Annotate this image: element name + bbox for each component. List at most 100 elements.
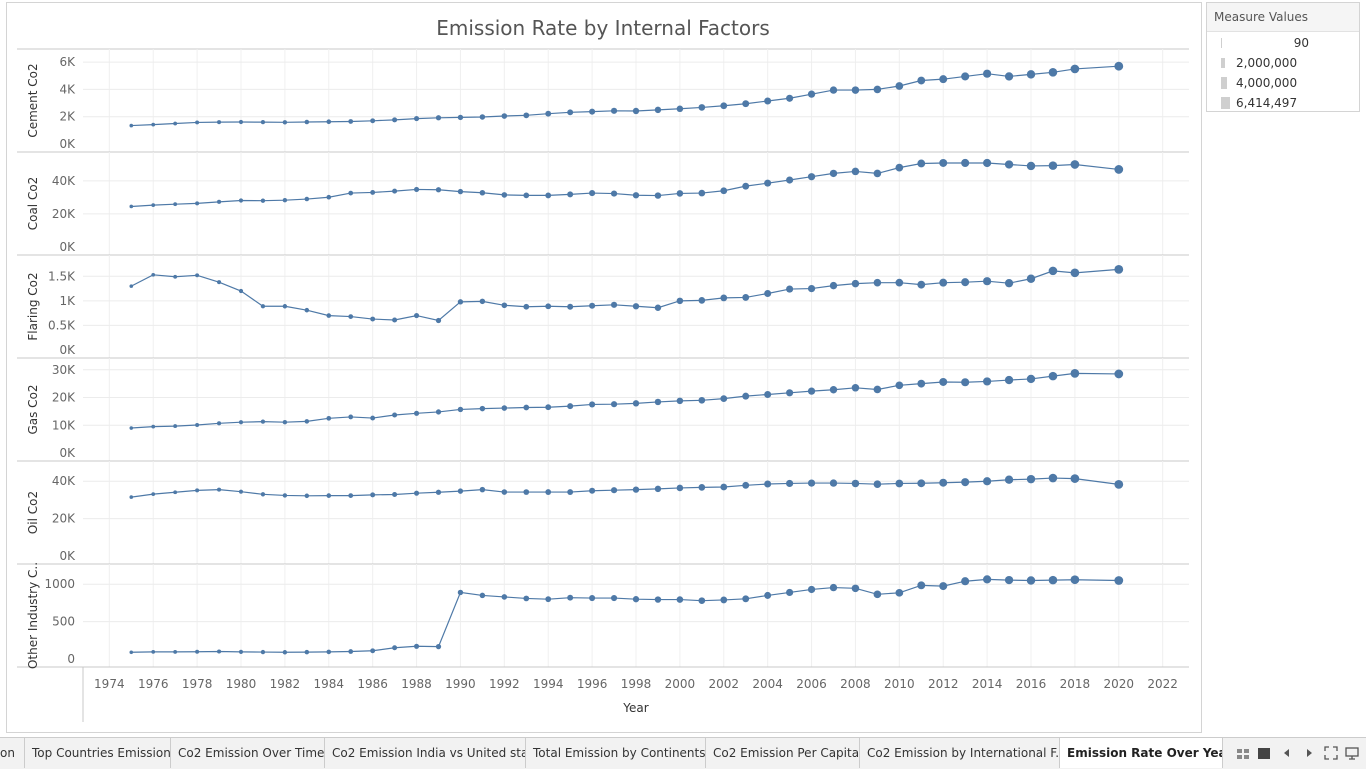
data-point (764, 179, 772, 187)
data-point (610, 401, 618, 408)
tab-partial[interactable]: on (0, 738, 25, 768)
data-point (917, 76, 926, 85)
present-icon[interactable] (1345, 746, 1359, 760)
y-tick-label: 20K (52, 207, 76, 221)
y-tick-label: 20K (52, 391, 76, 405)
y-tick-label: 1000 (44, 577, 75, 591)
data-point (129, 284, 134, 288)
tab-co2-emission-india-vs-us[interactable]: Co2 Emission India vs United sta... (325, 738, 526, 768)
data-point (851, 479, 860, 488)
data-point (304, 307, 310, 313)
data-point (983, 158, 992, 168)
data-point (129, 426, 134, 430)
tab-total-emission-by-continents[interactable]: Total Emission by Continents (526, 738, 706, 768)
data-point (348, 190, 354, 196)
data-point (523, 489, 530, 495)
data-point (1070, 369, 1080, 378)
data-point (304, 419, 310, 424)
data-point (786, 94, 794, 102)
data-point (457, 406, 464, 413)
data-point (435, 409, 442, 415)
data-point (720, 102, 728, 110)
tab-top-countries-emission[interactable]: Top Countries Emission (25, 738, 171, 768)
legend-size-swatch (1221, 97, 1230, 109)
data-point (479, 486, 486, 493)
tab-emission-rate-over-years[interactable]: Emission Rate Over Years (1060, 738, 1223, 768)
data-point (435, 317, 442, 324)
x-tick-label: 2022 (1147, 677, 1178, 691)
data-point (720, 187, 728, 195)
data-point (961, 278, 970, 287)
data-point (807, 479, 816, 487)
data-point (545, 192, 552, 199)
data-point (457, 488, 464, 494)
y-tick-label: 0K (59, 446, 76, 460)
previous-sheet-icon[interactable] (1280, 746, 1294, 760)
grid-view-icon[interactable] (1236, 746, 1250, 760)
data-point (260, 419, 266, 424)
data-point (501, 405, 508, 411)
data-point (282, 493, 288, 498)
data-point (435, 644, 442, 650)
data-point (260, 649, 266, 655)
data-point (632, 400, 640, 407)
y-axis-label: Coal Co2 (26, 177, 40, 231)
data-point (195, 201, 200, 206)
data-point (151, 203, 156, 208)
data-point (939, 377, 948, 386)
data-point (786, 176, 794, 184)
data-point (260, 198, 266, 203)
data-point (1004, 160, 1014, 169)
data-point (632, 596, 640, 603)
data-point (917, 280, 926, 289)
x-tick-label: 1986 (357, 677, 388, 691)
x-tick-label: 1980 (226, 677, 257, 691)
data-point (764, 591, 772, 599)
data-point (983, 377, 992, 386)
data-point (304, 493, 310, 499)
data-point (1026, 374, 1036, 384)
data-point (873, 278, 882, 287)
data-point (1114, 576, 1124, 585)
data-point (742, 293, 750, 301)
data-point (1070, 575, 1080, 585)
y-tick-label: 0K (59, 343, 76, 357)
data-point (786, 389, 794, 397)
data-point (961, 72, 970, 81)
data-point (413, 643, 420, 649)
data-point (479, 190, 486, 196)
tab-co2-emission-by-international[interactable]: Co2 Emission by International F... (860, 738, 1060, 768)
data-point (413, 410, 420, 416)
y-tick-label: 0K (59, 549, 76, 563)
data-point (895, 278, 904, 287)
data-point (764, 289, 772, 297)
data-point (151, 424, 156, 429)
fullscreen-icon[interactable] (1324, 746, 1338, 760)
data-point (392, 317, 398, 323)
data-point (1004, 279, 1014, 288)
data-point (786, 588, 794, 597)
data-point (523, 595, 530, 602)
next-sheet-icon[interactable] (1302, 746, 1316, 760)
data-point (764, 97, 772, 105)
data-point (610, 487, 618, 494)
data-point (632, 107, 640, 115)
tab-co2-emission-over-time[interactable]: Co2 Emission Over Time (171, 738, 325, 768)
data-point (501, 594, 508, 600)
legend-size-swatch (1221, 38, 1222, 48)
data-point (1004, 475, 1014, 484)
data-point (523, 192, 530, 199)
filmstrip-view-icon[interactable] (1257, 746, 1271, 760)
data-point (851, 279, 860, 288)
tab-co2-emission-per-capita[interactable]: Co2 Emission Per Capita (706, 738, 860, 768)
y-axis-label: Cement Co2 (26, 63, 40, 137)
data-point (1070, 160, 1080, 169)
data-point (610, 594, 618, 602)
data-point (939, 478, 948, 487)
y-tick-label: 10K (52, 418, 76, 432)
data-point (1070, 64, 1080, 74)
data-point (589, 108, 596, 115)
data-point (917, 379, 926, 388)
y-tick-label: 1.5K (48, 269, 76, 283)
y-tick-label: 30K (52, 363, 76, 377)
